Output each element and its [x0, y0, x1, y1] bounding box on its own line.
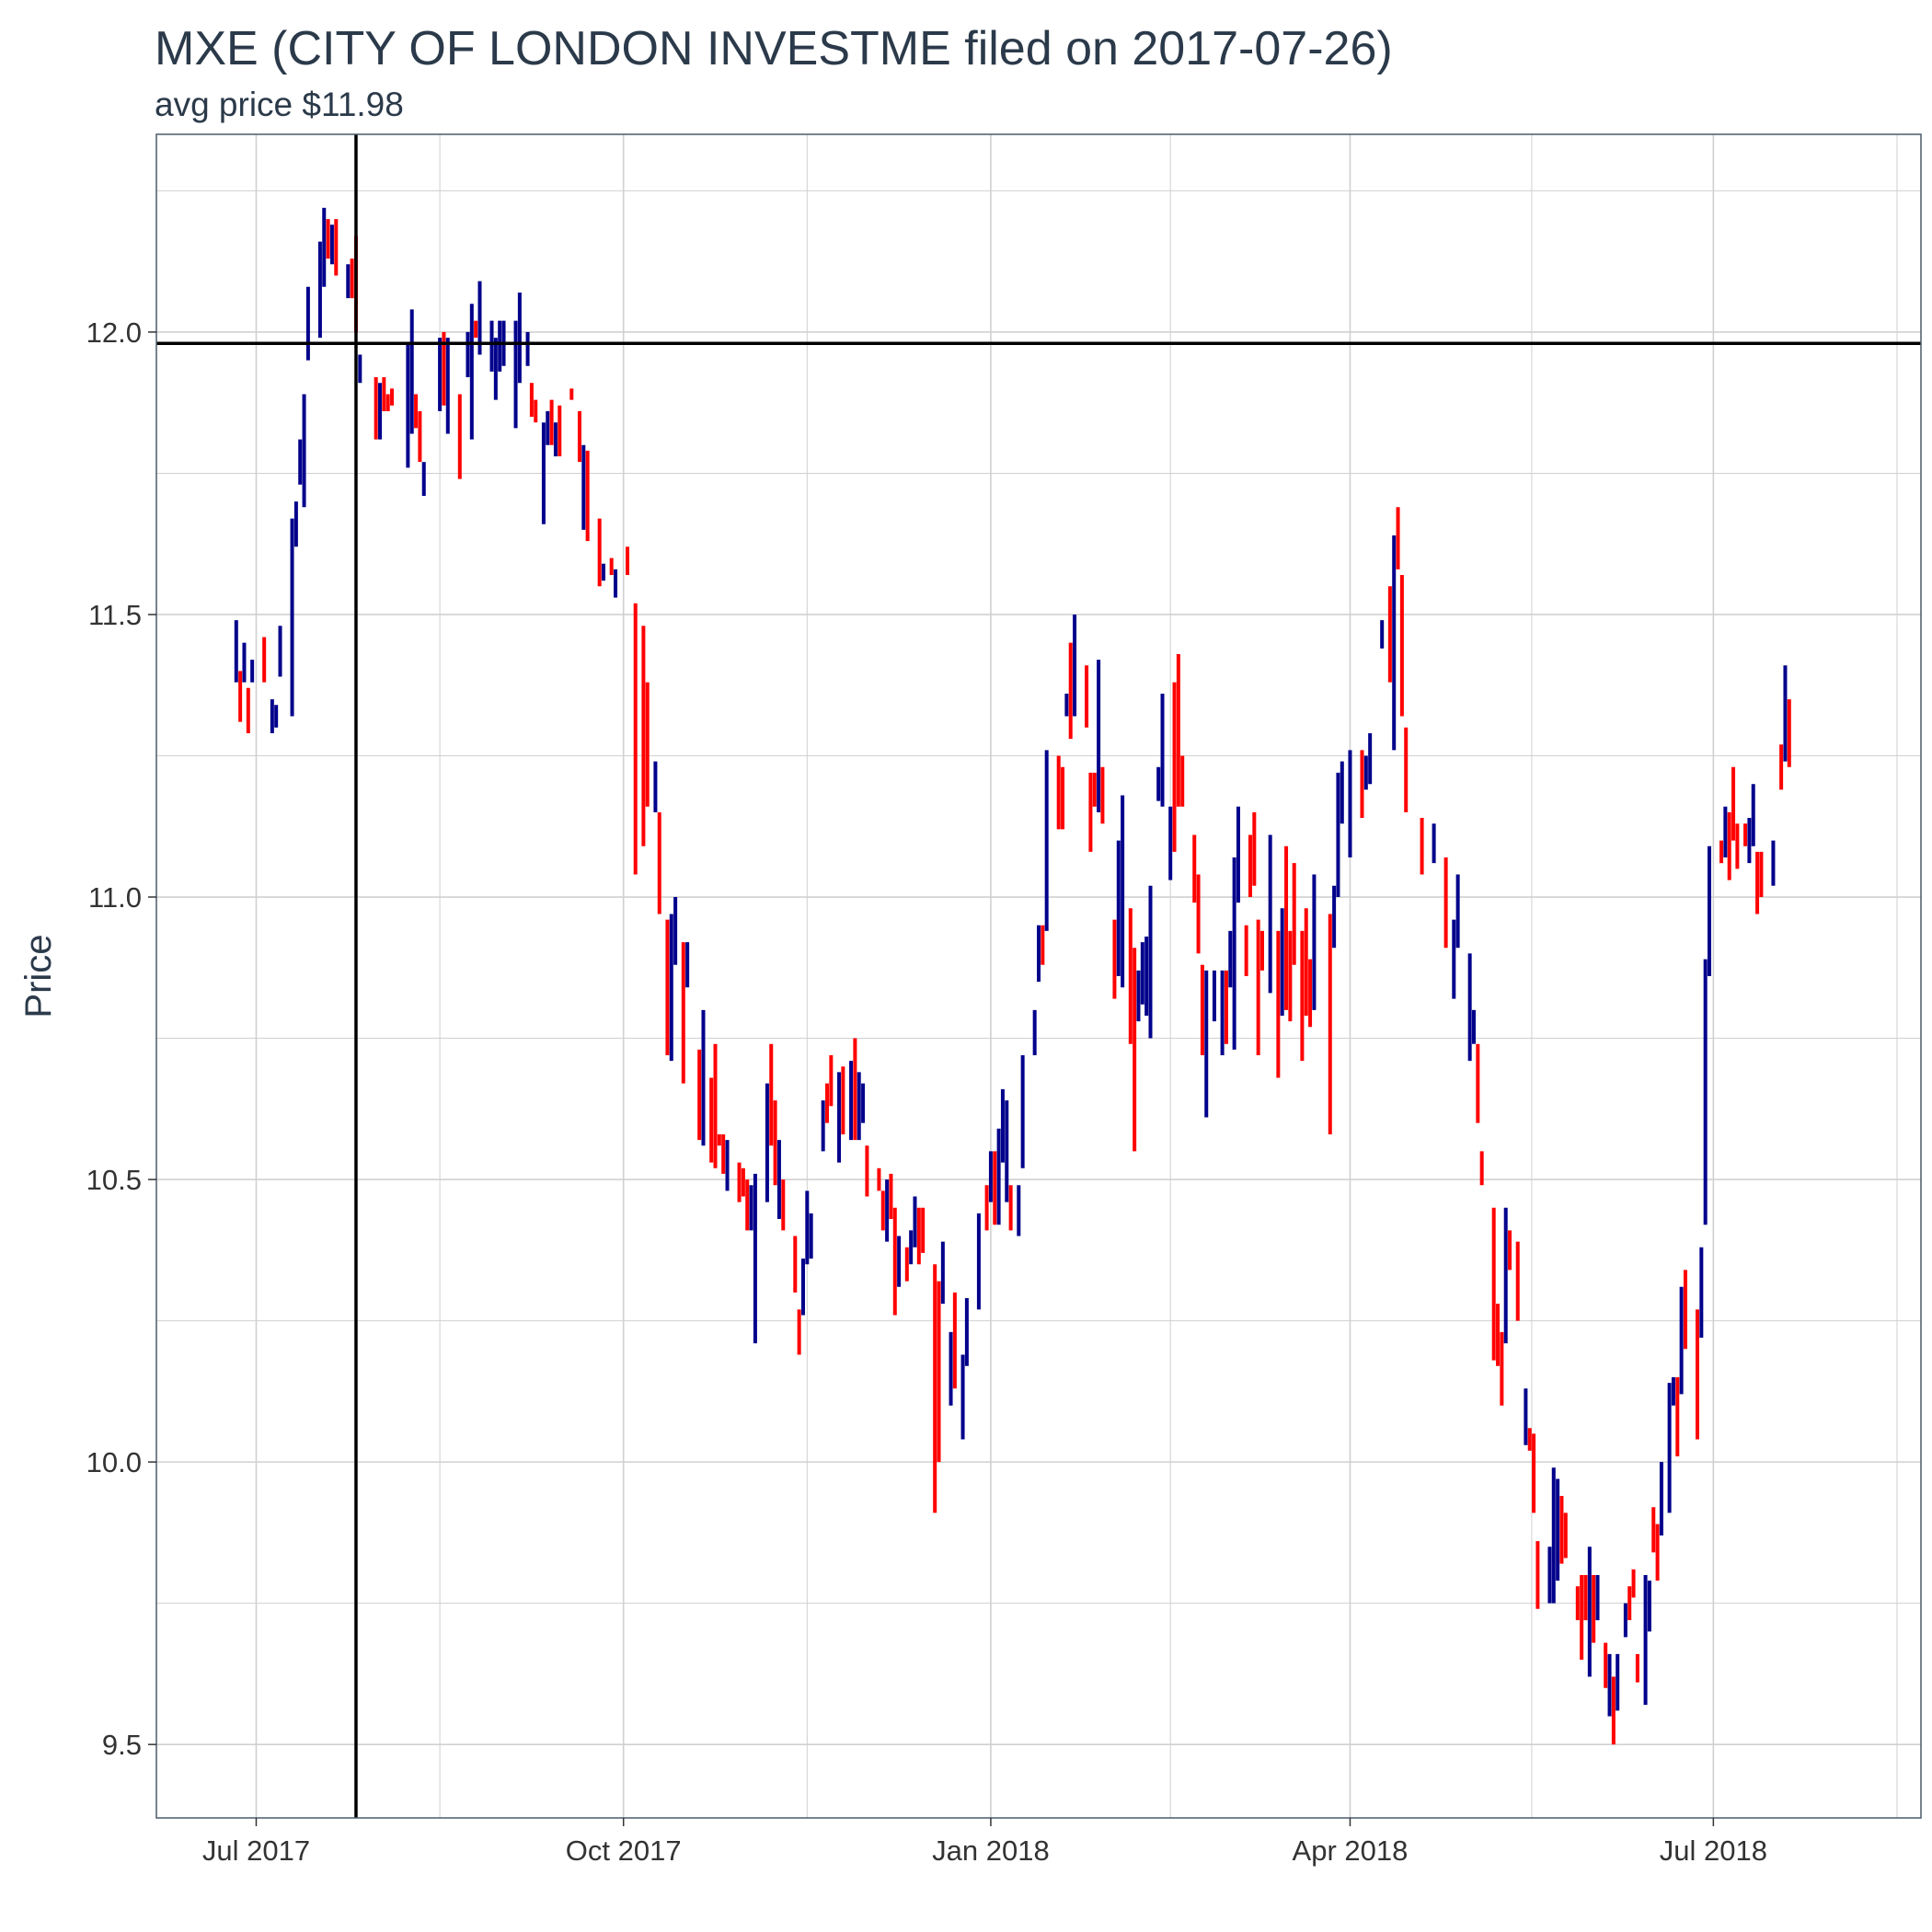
y-axis-title: Price [18, 934, 59, 1018]
plot-border [155, 133, 1922, 1819]
x-tick-label: Oct 2017 [566, 1834, 682, 1867]
y-tick-label: 11.5 [88, 599, 142, 631]
gridlines [156, 134, 1921, 1818]
x-tick-label: Jul 2017 [202, 1834, 310, 1867]
x-tick-label: Jan 2018 [932, 1834, 1050, 1867]
x-tick-label: Apr 2018 [1293, 1834, 1409, 1867]
y-axis-ticks: 9.5 10.0 10.5 11.0 11.5 12.0 [86, 316, 156, 1761]
chart-title: MXE (CITY OF LONDON INVESTME filed on 20… [155, 22, 1393, 75]
price-bars [234, 207, 1791, 1745]
x-axis-ticks: Jul 2017 Oct 2017 Jan 2018 Apr 2018 Jul 2018 [202, 1818, 1767, 1867]
x-tick-label: Jul 2018 [1660, 1834, 1767, 1867]
reference-lines [156, 134, 1921, 1818]
y-tick-label: 12.0 [86, 316, 142, 349]
chart-subtitle: avg price $11.98 [155, 86, 404, 123]
y-tick-label: 11.0 [88, 881, 142, 914]
y-tick-label: 9.5 [102, 1729, 142, 1761]
y-tick-label: 10.5 [86, 1164, 142, 1196]
y-tick-label: 10.0 [86, 1446, 142, 1478]
